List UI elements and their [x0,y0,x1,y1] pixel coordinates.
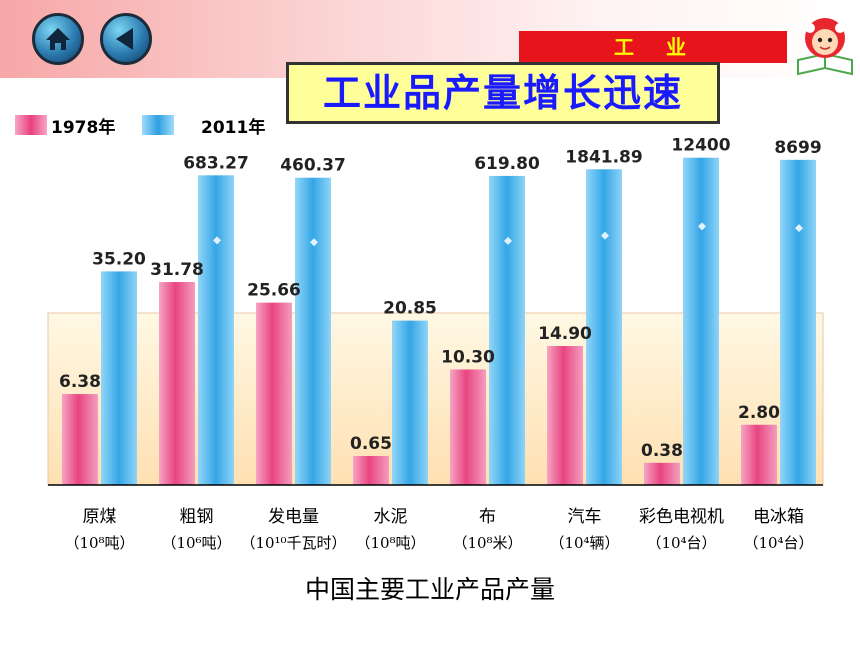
bar-1978 [256,302,292,485]
axis-break-mark [213,236,221,245]
back-button[interactable] [100,13,152,65]
x-tick-unit: （10⁶吨） [161,534,231,552]
data-label-1978: 25.66 [247,281,301,301]
legend-swatch-2011 [142,115,174,135]
data-label-1978: 6.38 [59,372,101,392]
x-tick-unit: （10¹⁰千瓦时） [240,534,346,552]
data-label-1978: 14.90 [538,324,592,344]
data-label-2011: 683.27 [183,153,249,173]
axis-break-mark [698,222,706,231]
x-tick-label: 水泥 [374,507,408,527]
bar-1978 [159,282,195,485]
bar-2011 [295,177,331,486]
data-label-2011: 619.80 [474,154,540,174]
bar-1978 [450,369,486,485]
data-label-1978: 2.80 [738,403,780,423]
bar-2011 [683,157,719,486]
data-label-2011: 12400 [671,136,730,156]
legend-swatch-1978 [15,115,47,135]
axis-break-mark [795,224,803,233]
x-tick-unit: （10⁸吨） [355,534,425,552]
data-label-1978: 10.30 [441,347,495,367]
legend-label-1978: 1978年 [51,118,116,138]
bar-1978 [741,424,777,485]
data-label-1978: 0.65 [350,434,392,454]
x-tick-label: 布 [479,507,496,527]
bar-2011 [392,320,428,485]
data-label-1978: 31.78 [150,260,204,280]
axis-break-mark [601,231,609,240]
x-tick-label: 汽车 [568,507,602,527]
bar-2011 [101,271,137,485]
legend-label-2011: 2011年 [201,118,266,138]
data-label-1978: 0.38 [641,441,683,461]
home-button[interactable] [32,13,84,65]
x-tick-label: 电冰箱 [753,507,804,527]
data-label-2011: 460.37 [280,156,346,176]
bar-2011 [586,169,622,485]
data-label-2011: 20.85 [383,299,437,319]
section-label: 工 业 [519,31,787,63]
x-tick-label: 彩色电视机 [639,507,724,527]
bar-1978 [547,346,583,485]
x-tick-unit: （10⁴台） [743,534,813,552]
bar-2011 [198,175,234,485]
back-arrow-icon [116,28,133,50]
x-tick-unit: （10⁸米） [452,534,522,552]
x-tick-unit: （10⁸吨） [64,534,134,552]
data-label-2011: 8699 [774,138,821,158]
x-tick-label: 原煤 [83,507,117,527]
bar-1978 [62,394,98,485]
x-tick-unit: （10⁴台） [646,534,716,552]
bar-2011 [489,175,525,485]
x-tick-label: 发电量 [268,507,319,527]
axis-break-mark [504,236,512,245]
chart-caption: 中国主要工业产品产量 [304,575,555,604]
bar-1978 [353,455,389,485]
data-label-2011: 1841.89 [565,147,642,167]
bar-2011 [780,159,816,486]
bar-1978 [644,462,680,485]
axis-break-mark [310,238,318,247]
mascot-icon [797,18,853,76]
data-label-2011: 35.20 [92,249,146,269]
x-tick-unit: （10⁴辆） [549,534,619,552]
home-icon [46,28,70,50]
chart-title: 工业品产量增长迅速 [286,62,720,124]
x-tick-label: 粗钢 [180,507,214,527]
